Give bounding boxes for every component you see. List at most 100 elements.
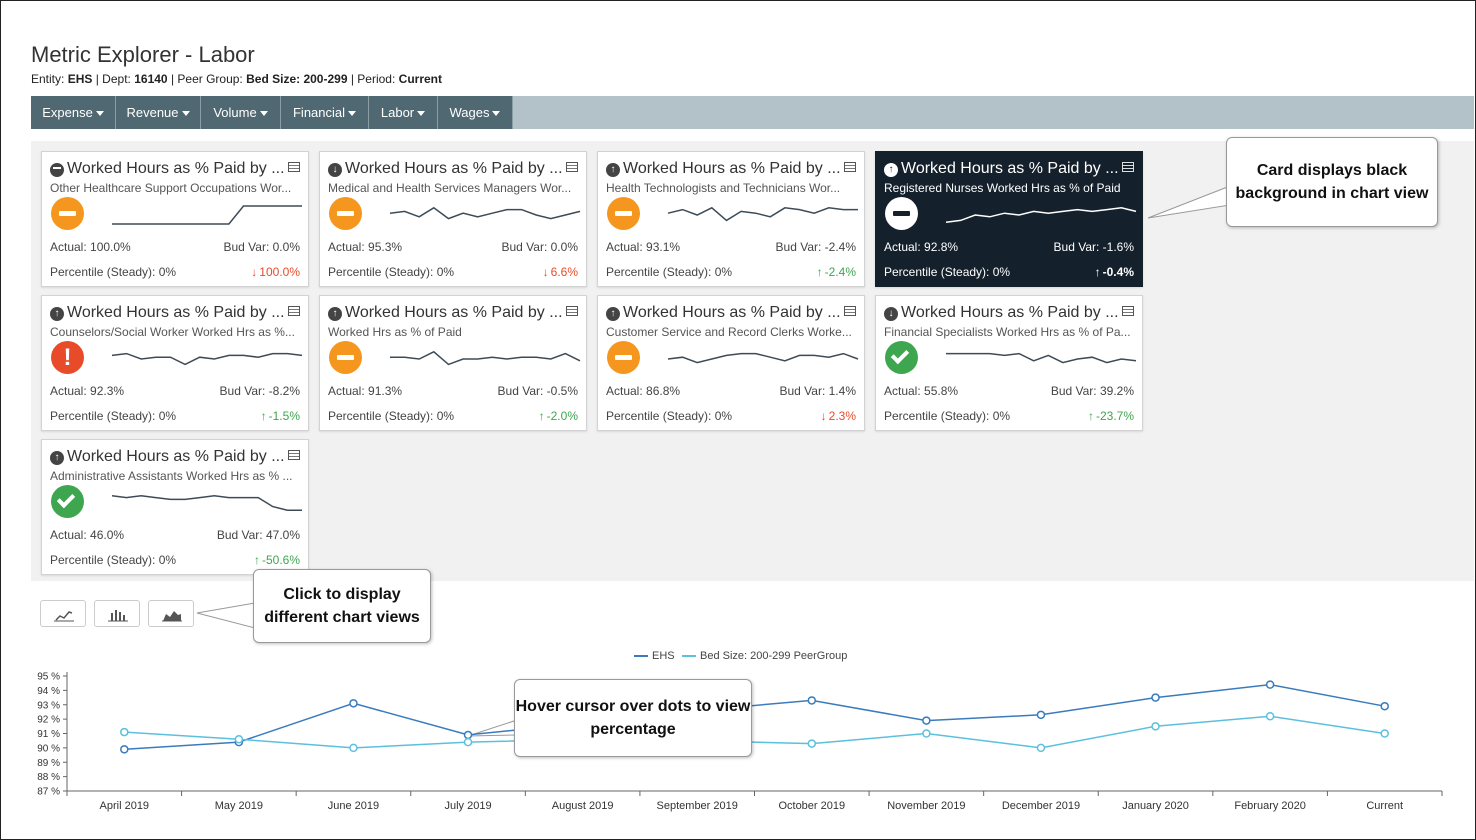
data-point[interactable] xyxy=(922,729,931,738)
data-point[interactable] xyxy=(807,739,817,748)
caret-down-icon xyxy=(259,111,268,117)
card-title-text: Worked Hours as % Paid by ... xyxy=(67,160,285,177)
metric-card[interactable]: ↑ Worked Hours as % Paid by ... Worked Hrs… xyxy=(319,295,587,431)
actual-value: Actual: 92.8% xyxy=(884,240,959,254)
change-value: ↑ -2.0% xyxy=(539,409,578,423)
line-chart: 95 % 94 % 93 % 92 % 91 % 90 % 89 % 88 % 87 % Apri… xyxy=(37,672,1443,812)
nav-financial[interactable]: Financial xyxy=(281,96,369,129)
percentile-value: Percentile (Steady): 0% xyxy=(50,409,177,423)
data-point[interactable] xyxy=(463,730,473,740)
percentile-value: Percentile (Steady): 0% xyxy=(606,265,733,279)
period-label: | Period: xyxy=(350,72,396,86)
card-subtitle: Worked Hrs as % of Paid xyxy=(328,325,462,339)
nav-financial-label: Financial xyxy=(292,105,346,120)
actual-value: Actual: 86.8% xyxy=(606,384,681,398)
metric-card[interactable]: ↑ Worked Hours as % Paid by ... Registered… xyxy=(875,151,1143,287)
line-chart-icon xyxy=(54,611,74,622)
card-subtitle: Medical and Health Services Managers Wor… xyxy=(328,181,572,195)
table-view-icon[interactable] xyxy=(288,306,300,316)
table-view-icon[interactable] xyxy=(566,306,578,316)
sparkline xyxy=(946,352,1137,364)
legend-item-ehs[interactable]: EHS xyxy=(634,650,675,662)
nav-wages[interactable]: Wages xyxy=(438,96,513,129)
status-minus-icon xyxy=(51,197,84,230)
status-check-icon xyxy=(885,341,918,374)
table-view-icon[interactable] xyxy=(566,162,578,172)
data-point[interactable] xyxy=(1036,743,1046,753)
x-tick-label: October 2019 xyxy=(778,800,845,812)
change-text: 6.6% xyxy=(550,265,578,279)
data-point[interactable] xyxy=(234,735,244,744)
metric-card[interactable]: ↑ Worked Hours as % Paid by ... Health Tec… xyxy=(597,151,865,287)
data-point[interactable] xyxy=(1380,729,1389,738)
data-point[interactable] xyxy=(1265,712,1275,721)
table-view-icon[interactable] xyxy=(844,306,856,316)
change-value: ↓ 6.6% xyxy=(543,265,578,279)
card-title-text: Worked Hours as % Paid by ... xyxy=(345,160,563,177)
nav-expense[interactable]: Expense xyxy=(31,96,116,129)
card-title: ↑ Worked Hours as % Paid by ... xyxy=(884,160,1119,178)
table-view-icon[interactable] xyxy=(288,162,300,172)
actual-value: Actual: 55.8% xyxy=(884,384,959,398)
table-view-icon[interactable] xyxy=(288,450,300,460)
card-title: ↑ Worked Hours as % Paid by ... xyxy=(328,304,563,322)
data-point[interactable] xyxy=(349,699,358,708)
metric-card[interactable]: ↑ Worked Hours as % Paid by ... Administra… xyxy=(41,439,309,575)
status-alert-icon: ! xyxy=(51,341,84,374)
percentile-value: Percentile (Steady): 0% xyxy=(50,553,177,567)
series-line-peer-group xyxy=(124,715,1385,749)
percentile-value: Percentile (Steady): 0% xyxy=(50,265,177,279)
metric-card[interactable]: ↑ Worked Hours as % Paid by ... Counselors… xyxy=(41,295,309,431)
data-point[interactable] xyxy=(349,743,358,753)
metric-card[interactable]: ↓ Worked Hours as % Paid by ... Medical an… xyxy=(319,151,587,287)
table-view-icon[interactable] xyxy=(1122,162,1134,172)
data-point[interactable] xyxy=(922,716,931,725)
data-point[interactable] xyxy=(1265,680,1275,689)
x-tick-label: February 2020 xyxy=(1234,800,1306,812)
legend-item-peer[interactable]: Bed Size: 200-299 PeerGroup xyxy=(682,650,847,662)
data-point[interactable] xyxy=(120,745,129,754)
nav-volume[interactable]: Volume xyxy=(201,96,281,129)
arrow-up-circle-icon: ↑ xyxy=(328,307,342,321)
arrow-down-circle-icon: ↓ xyxy=(884,307,898,321)
metric-card[interactable]: ↓ Worked Hours as % Paid by ... Financial … xyxy=(875,295,1143,431)
change-value: ↑ -23.7% xyxy=(1088,409,1134,423)
caret-down-icon xyxy=(492,111,501,117)
x-tick-label: June 2019 xyxy=(328,800,379,812)
data-point[interactable] xyxy=(1036,710,1046,720)
status-minus-icon xyxy=(329,341,362,374)
data-point[interactable] xyxy=(1380,701,1389,711)
change-text: -2.4% xyxy=(824,265,856,279)
bar-chart-button[interactable] xyxy=(94,600,140,627)
area-chart-button[interactable] xyxy=(148,600,194,627)
y-tick-label: 92 % xyxy=(37,715,60,726)
table-view-icon[interactable] xyxy=(1122,306,1134,316)
caret-down-icon xyxy=(417,111,426,117)
x-tick-label: Current xyxy=(1366,800,1403,812)
sparkline xyxy=(667,206,858,222)
card-subtitle: Counselors/Social Worker Worked Hrs as %… xyxy=(50,325,295,339)
sparkline-series xyxy=(667,352,859,364)
sparkline-series xyxy=(667,206,858,222)
card-title: ↑ Worked Hours as % Paid by ... xyxy=(606,160,841,178)
peer-value: Bed Size: 200-299 xyxy=(246,72,348,86)
data-point[interactable] xyxy=(1151,693,1160,702)
budget-variance: Bud Var: 39.2% xyxy=(1050,384,1134,398)
arrow-up-circle-icon: ↑ xyxy=(50,307,64,321)
sparkline xyxy=(389,206,581,220)
data-point[interactable] xyxy=(120,727,129,737)
metric-card[interactable]: ↑ Worked Hours as % Paid by ... Customer S… xyxy=(597,295,865,431)
data-point[interactable] xyxy=(463,737,473,747)
data-point[interactable] xyxy=(807,696,817,705)
data-point[interactable] xyxy=(1151,722,1160,731)
line-chart-button[interactable] xyxy=(40,600,86,627)
actual-value: Actual: 46.0% xyxy=(50,528,125,542)
status-minus-icon xyxy=(607,341,640,374)
arrow-down-icon: ↓ xyxy=(542,265,549,279)
arrow-down-circle-icon: ↓ xyxy=(328,163,342,177)
metric-card[interactable]: Worked Hours as % Paid by ... Other Healt… xyxy=(41,151,309,287)
table-view-icon[interactable] xyxy=(844,162,856,172)
nav-labor[interactable]: Labor xyxy=(369,96,438,129)
nav-revenue[interactable]: Revenue xyxy=(116,96,201,129)
y-tick-label: 87 % xyxy=(37,787,60,798)
